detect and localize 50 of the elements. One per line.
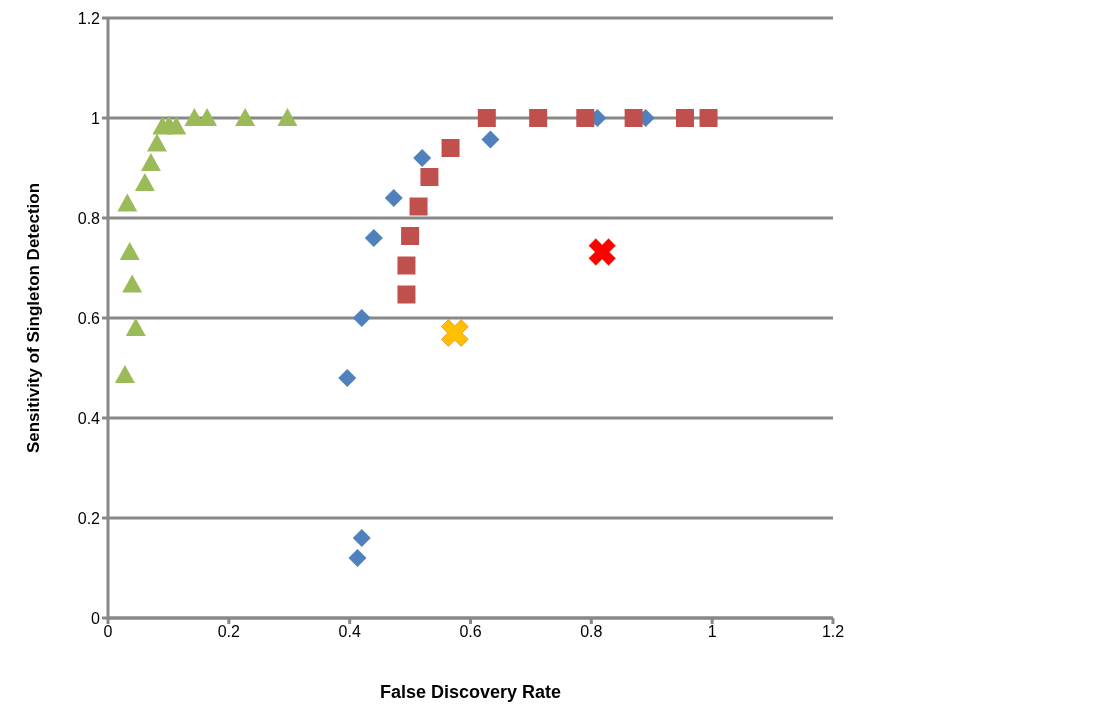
point	[117, 193, 138, 212]
point	[397, 285, 416, 304]
point	[364, 229, 383, 247]
point	[409, 197, 428, 216]
point	[125, 318, 146, 336]
point	[352, 529, 371, 547]
point	[401, 227, 420, 245]
point	[624, 109, 643, 127]
point	[588, 238, 616, 266]
point	[146, 133, 167, 152]
x-axis-title: False Discovery Rate	[379, 682, 562, 702]
x-tick-label: 0.8	[580, 623, 603, 641]
point	[122, 274, 143, 293]
x-tick-label: 0.2	[217, 623, 241, 641]
y-tick-label: 0	[91, 609, 101, 627]
point	[420, 168, 439, 186]
y-tick-label: 0.6	[77, 309, 101, 327]
y-tick-label: 1.2	[77, 9, 101, 27]
point	[119, 242, 140, 260]
x-tick-label: 1	[707, 623, 717, 641]
x-tick-label: 0.4	[338, 623, 361, 641]
x-tick-label: 0.6	[459, 623, 482, 641]
point	[413, 149, 432, 167]
point	[477, 109, 496, 127]
point	[576, 109, 595, 127]
point	[529, 109, 548, 127]
point	[397, 256, 416, 275]
point	[348, 549, 367, 567]
point	[235, 108, 256, 126]
x-tick-label: 0	[103, 623, 113, 641]
point	[675, 109, 694, 127]
x-tick-label: 1.2	[821, 623, 845, 641]
point	[197, 108, 218, 126]
point	[384, 189, 403, 207]
y-tick-label: 0.4	[77, 409, 101, 427]
point	[441, 139, 460, 157]
point	[166, 116, 187, 135]
point	[699, 109, 718, 127]
point	[277, 108, 298, 126]
y-axis-title: Sensitivity of Singleton Detection	[24, 182, 44, 454]
point	[441, 319, 469, 347]
y-tick-label: 0.2	[77, 509, 101, 527]
point	[338, 369, 357, 387]
y-tick-label: 0.8	[77, 209, 101, 227]
point	[134, 173, 155, 191]
point	[481, 130, 500, 149]
point	[352, 309, 371, 327]
point	[114, 365, 135, 383]
y-tick-label: 1	[91, 109, 101, 127]
point	[140, 153, 161, 171]
